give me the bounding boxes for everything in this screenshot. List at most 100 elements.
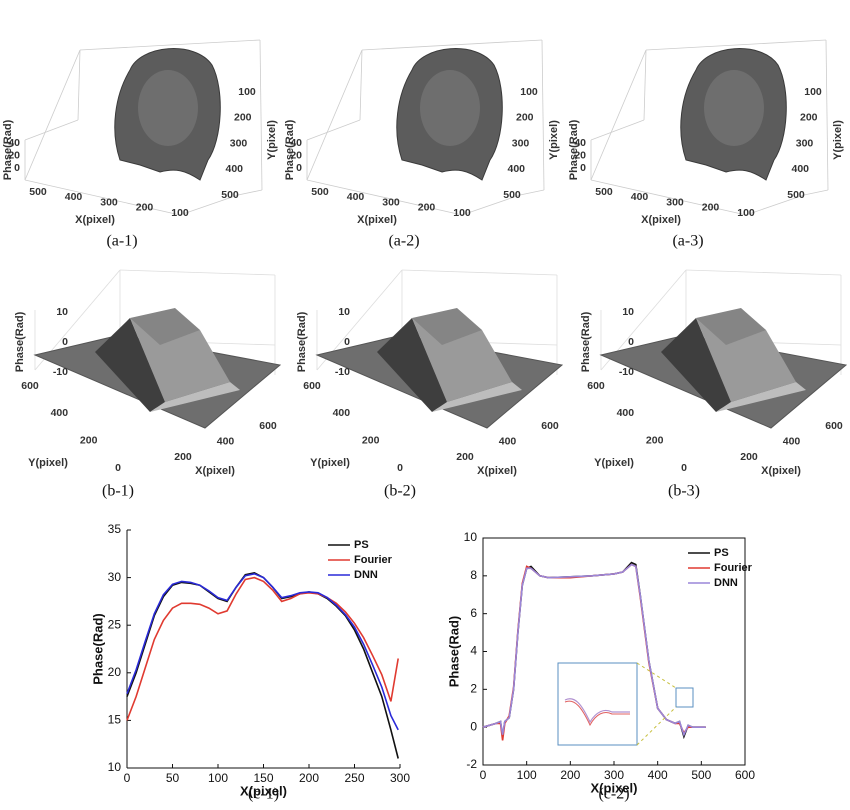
box-edge [591, 120, 644, 140]
y-tick-label: 200 [234, 112, 252, 124]
legend-label: Fourier [354, 554, 393, 566]
y-tick-label: 200 [362, 434, 380, 446]
y-axis-label: Phase(Rad) [446, 616, 461, 688]
y-tick-label: 25 [108, 617, 122, 631]
y-axis-label: Y(pixel) [28, 457, 68, 469]
x-tick-label: 300 [390, 771, 410, 785]
y-tick-label: 400 [617, 407, 635, 419]
panel-caption: (c-1) [248, 786, 279, 803]
y-tick-label: 500 [503, 189, 521, 201]
panel-caption: (a-1) [106, 233, 137, 250]
z-tick-label: 0 [344, 336, 350, 348]
series-line [127, 574, 398, 730]
y-tick-label: 2 [470, 682, 477, 696]
y-tick-label: 300 [512, 137, 530, 149]
z-axis-label: Phase(Rad) [568, 119, 580, 180]
y-tick-label: 400 [225, 163, 243, 175]
z-tick-label: 0 [628, 336, 634, 348]
x-tick-label: 100 [737, 207, 755, 219]
x-tick-label: 100 [453, 207, 471, 219]
y-tick-label: 200 [800, 112, 818, 124]
y-tick-label: 0 [115, 462, 121, 474]
box-edge [120, 270, 275, 275]
panel-caption: (b-1) [102, 483, 134, 500]
box-edge [25, 50, 80, 180]
surface-panel: -10010Phase(Rad)0200400600Y(pixel)200400… [14, 270, 280, 500]
z-tick-label: 0 [14, 162, 20, 174]
y-tick-label: 15 [108, 713, 122, 727]
legend-label: DNN [714, 577, 738, 589]
box-edge [402, 270, 557, 275]
y-tick-label: 400 [791, 163, 809, 175]
y-tick-label: 300 [796, 137, 814, 149]
y-axis-label: Phase(Rad) [90, 613, 105, 685]
x-tick-label: 500 [311, 186, 329, 198]
y-tick-label: 35 [108, 522, 122, 536]
x-tick-label: 200 [740, 451, 758, 463]
z-tick-label: 0 [580, 162, 586, 174]
x-axis-label: X(pixel) [477, 465, 517, 477]
y-tick-label: 8 [470, 568, 477, 582]
x-tick-label: 200 [174, 451, 192, 463]
x-tick-label: 300 [100, 196, 118, 208]
z-axis-label: Phase(Rad) [284, 119, 296, 180]
surface-panel: -10010Phase(Rad)0200400600Y(pixel)200400… [296, 270, 562, 500]
y-tick-label: 6 [470, 606, 477, 620]
panel-caption: (b-2) [384, 483, 416, 500]
z-tick-label: 10 [338, 306, 350, 318]
x-axis-label: X(pixel) [195, 465, 235, 477]
box-edge [307, 50, 362, 180]
legend-label: PS [354, 539, 369, 551]
z-tick-label: 10 [56, 306, 68, 318]
y-tick-label: 600 [21, 380, 39, 392]
y-tick-label: 30 [108, 570, 122, 584]
y-tick-label: 100 [520, 86, 538, 98]
x-tick-label: 200 [136, 202, 154, 214]
x-tick-label: 600 [259, 420, 277, 432]
y-tick-label: 0 [681, 462, 687, 474]
box-edge [804, 190, 828, 195]
y-tick-label: 20 [108, 665, 122, 679]
y-tick-label: 0 [397, 462, 403, 474]
y-tick-label: 200 [516, 112, 534, 124]
x-tick-label: 400 [65, 191, 83, 203]
series-line [127, 578, 398, 721]
legend-label: DNN [354, 569, 378, 581]
y-tick-label: 500 [221, 189, 239, 201]
z-axis-label: Phase(Rad) [14, 311, 26, 372]
y-axis-label: Y(pixel) [310, 457, 350, 469]
y-tick-label: 500 [787, 189, 805, 201]
panel-caption: (b-3) [668, 483, 700, 500]
y-axis-label: Y(pixel) [832, 120, 844, 160]
x-tick-label: 400 [648, 768, 668, 782]
y-axis-label: Y(pixel) [266, 120, 278, 160]
y-tick-label: 400 [51, 407, 69, 419]
box-edge [520, 190, 544, 195]
x-tick-label: 400 [217, 435, 235, 447]
x-tick-label: 400 [631, 191, 649, 203]
x-tick-label: 500 [595, 186, 613, 198]
z-tick-label: -10 [53, 366, 68, 378]
x-tick-label: 600 [735, 768, 755, 782]
surface-highlight [138, 70, 198, 146]
box-edge [686, 270, 841, 275]
box-edge [25, 120, 78, 140]
y-axis-label: Y(pixel) [594, 457, 634, 469]
panel-caption: (a-2) [388, 233, 419, 250]
box-edge [78, 50, 80, 120]
surface-panel: 02040Phase(Rad)500400300200100X(pixel)10… [284, 40, 560, 250]
x-axis-label: X(pixel) [641, 214, 681, 226]
z-tick-label: -10 [335, 366, 350, 378]
x-tick-label: 400 [783, 435, 801, 447]
box-edge [826, 40, 828, 190]
x-tick-label: 200 [702, 202, 720, 214]
x-axis-label: X(pixel) [75, 214, 115, 226]
z-tick-label: 0 [296, 162, 302, 174]
surface-highlight [704, 70, 764, 146]
series-line [127, 573, 398, 759]
y-tick-label: 10 [464, 530, 478, 544]
x-tick-label: 400 [347, 191, 365, 203]
legend-label: Fourier [714, 562, 753, 574]
x-tick-label: 200 [456, 451, 474, 463]
